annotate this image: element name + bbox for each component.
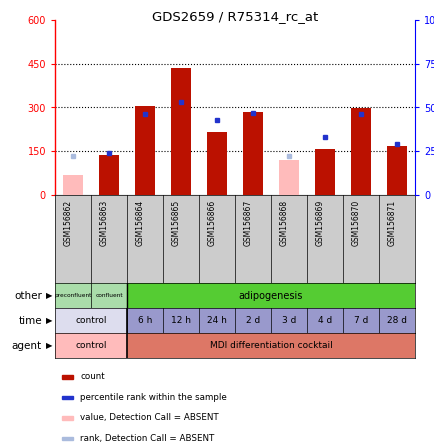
Text: GSM156863: GSM156863 (100, 199, 109, 246)
Bar (350, 108, 370, 195)
Text: ▶: ▶ (46, 341, 53, 350)
Bar (171, 68, 191, 195)
Bar (270, 308, 306, 333)
Bar (207, 132, 227, 195)
Bar (62, 416, 73, 420)
Bar (243, 112, 262, 195)
Bar (91, 283, 127, 308)
Text: ▶: ▶ (46, 291, 53, 300)
Text: GSM156870: GSM156870 (351, 199, 360, 246)
Text: ▶: ▶ (46, 316, 53, 325)
Bar (234, 308, 270, 333)
Bar (314, 149, 334, 195)
Bar (63, 174, 83, 195)
Text: time: time (18, 316, 42, 325)
Bar (342, 308, 378, 333)
Text: GSM156869: GSM156869 (315, 199, 324, 246)
Text: confluent: confluent (95, 293, 122, 298)
Text: GSM156871: GSM156871 (387, 199, 396, 246)
Bar (55, 283, 91, 308)
Bar (55, 333, 127, 358)
Text: rank, Detection Call = ABSENT: rank, Detection Call = ABSENT (80, 434, 214, 443)
Text: value, Detection Call = ABSENT: value, Detection Call = ABSENT (80, 413, 218, 422)
Bar (127, 283, 414, 308)
Text: 4 d: 4 d (317, 316, 332, 325)
Bar (163, 308, 198, 333)
Text: MDI differentiation cocktail: MDI differentiation cocktail (209, 341, 332, 350)
Text: control: control (75, 316, 106, 325)
Text: GSM156867: GSM156867 (243, 199, 253, 246)
Text: GSM156865: GSM156865 (171, 199, 181, 246)
Bar (62, 375, 73, 379)
Text: 2 d: 2 d (245, 316, 260, 325)
Bar (378, 308, 414, 333)
Bar (198, 308, 234, 333)
Text: 7 d: 7 d (353, 316, 367, 325)
Bar (306, 308, 342, 333)
Text: 28 d: 28 d (386, 316, 406, 325)
Text: preconfluent: preconfluent (54, 293, 92, 298)
Bar (62, 396, 73, 399)
Text: count: count (80, 372, 105, 381)
Text: control: control (75, 341, 106, 350)
Bar (127, 308, 163, 333)
Bar (135, 106, 155, 195)
Bar (127, 333, 414, 358)
Bar (62, 437, 73, 440)
Bar (99, 155, 118, 195)
Text: GSM156862: GSM156862 (64, 199, 73, 246)
Text: GSM156866: GSM156866 (207, 199, 217, 246)
Text: other: other (14, 290, 42, 301)
Bar (55, 308, 127, 333)
Text: 3 d: 3 d (281, 316, 296, 325)
Text: GDS2659 / R75314_rc_at: GDS2659 / R75314_rc_at (151, 10, 317, 23)
Text: 6 h: 6 h (138, 316, 152, 325)
Text: GSM156868: GSM156868 (279, 199, 288, 246)
Bar (279, 160, 298, 195)
Text: 12 h: 12 h (171, 316, 191, 325)
Bar (386, 146, 406, 195)
Text: percentile rank within the sample: percentile rank within the sample (80, 393, 227, 402)
Text: agent: agent (12, 341, 42, 350)
Text: GSM156864: GSM156864 (136, 199, 145, 246)
Text: adipogenesis: adipogenesis (238, 290, 302, 301)
Text: 24 h: 24 h (207, 316, 227, 325)
